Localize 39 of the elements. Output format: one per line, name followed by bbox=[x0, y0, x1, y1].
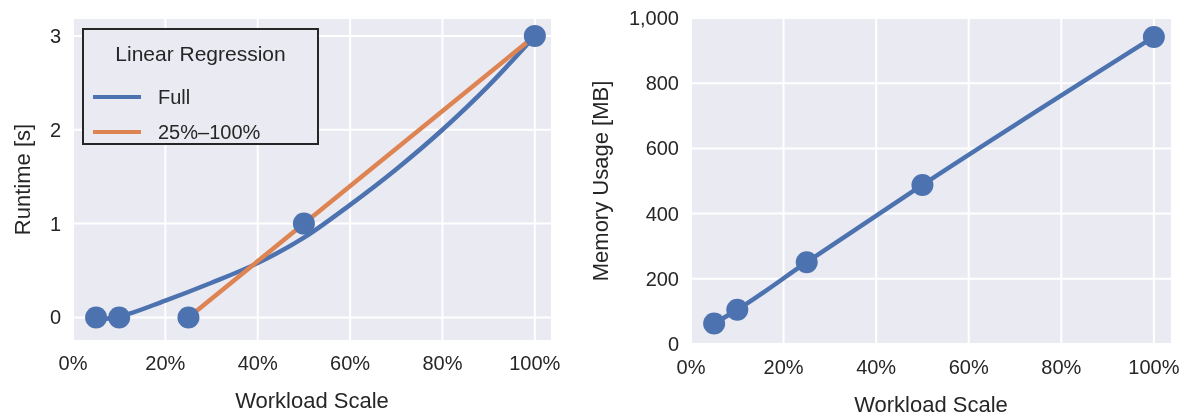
point bbox=[726, 298, 749, 321]
y-axis-title: Runtime [s] bbox=[10, 123, 35, 236]
y-tick-label: 200 bbox=[645, 267, 679, 290]
point bbox=[85, 306, 108, 329]
y-tick-label: 400 bbox=[645, 202, 679, 225]
x-axis-title: Workload Scale bbox=[235, 388, 389, 413]
legend-label: Full bbox=[158, 86, 191, 108]
x-tick-label: 40% bbox=[237, 352, 278, 374]
y-tick-label: 1 bbox=[49, 212, 61, 235]
x-tick-label: 100% bbox=[509, 352, 561, 374]
legend-label: 25%–100% bbox=[158, 121, 261, 143]
y-tick-label: 0 bbox=[49, 306, 61, 329]
y-axis-title: Memory Usage [MB] bbox=[588, 80, 613, 282]
point bbox=[292, 212, 315, 235]
x-tick-label: 80% bbox=[1041, 356, 1082, 378]
point bbox=[795, 251, 818, 274]
y-tick-label: 600 bbox=[645, 137, 679, 160]
x-tick-label: 60% bbox=[330, 352, 371, 374]
legend-title: Linear Regression bbox=[115, 42, 286, 65]
point bbox=[1142, 25, 1165, 48]
x-tick-label: 80% bbox=[422, 352, 463, 374]
point bbox=[177, 306, 200, 329]
x-tick-label: 40% bbox=[856, 356, 897, 378]
y-tick-label: 1,000 bbox=[628, 7, 679, 29]
x-tick-label: 20% bbox=[145, 352, 186, 374]
x-axis-title: Workload Scale bbox=[854, 392, 1008, 417]
x-tick-label: 60% bbox=[948, 356, 989, 378]
x-tick-label: 0% bbox=[676, 356, 706, 378]
point bbox=[523, 24, 546, 47]
x-tick-label: 20% bbox=[763, 356, 804, 378]
x-tick-label: 100% bbox=[1128, 356, 1180, 378]
y-tick-label: 3 bbox=[49, 24, 61, 47]
y-tick-label: 2 bbox=[49, 118, 61, 141]
point bbox=[911, 173, 934, 196]
y-tick-label: 0 bbox=[667, 333, 679, 355]
x-tick-label: 0% bbox=[58, 352, 88, 374]
point bbox=[703, 312, 726, 335]
point bbox=[108, 306, 131, 329]
y-tick-label: 800 bbox=[645, 72, 679, 95]
